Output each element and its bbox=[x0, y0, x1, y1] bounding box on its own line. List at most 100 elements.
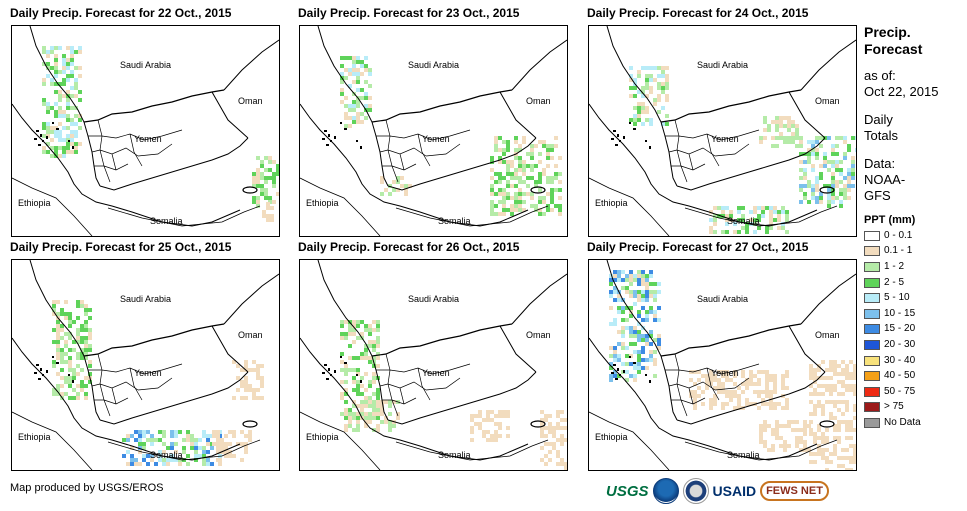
precip-cell bbox=[54, 130, 58, 134]
precip-cell bbox=[821, 452, 825, 456]
label-yemen: Yemen bbox=[422, 368, 450, 378]
precip-cell bbox=[645, 342, 649, 346]
precip-cell bbox=[356, 68, 360, 72]
precip-cell bbox=[645, 86, 649, 90]
precip-cell bbox=[775, 144, 779, 148]
precip-cell bbox=[821, 404, 825, 408]
precip-cell bbox=[50, 78, 54, 82]
precip-cell bbox=[64, 332, 68, 336]
legend-label: 1 - 2 bbox=[884, 260, 905, 272]
precip-cell bbox=[66, 146, 70, 150]
precip-cell bbox=[765, 370, 769, 374]
precip-cell bbox=[645, 118, 649, 122]
precip-cell bbox=[404, 184, 408, 188]
precip-cell bbox=[552, 430, 556, 434]
precip-cell bbox=[757, 214, 761, 218]
precip-cell bbox=[645, 366, 649, 370]
precip-cell bbox=[653, 78, 657, 82]
precip-cell bbox=[629, 294, 633, 298]
precip-cell bbox=[781, 206, 785, 210]
precip-cell bbox=[803, 428, 807, 432]
precip-cell bbox=[266, 202, 270, 206]
precip-cell bbox=[244, 446, 248, 450]
precip-cell bbox=[641, 102, 645, 106]
precip-cell bbox=[769, 214, 773, 218]
precip-cell bbox=[649, 358, 653, 362]
precip-cell bbox=[50, 66, 54, 70]
precip-cell bbox=[150, 454, 154, 458]
precip-cell bbox=[498, 188, 502, 192]
precip-cell bbox=[170, 446, 174, 450]
precip-cell bbox=[641, 334, 645, 338]
precip-cell bbox=[534, 144, 538, 148]
precip-cell bbox=[783, 444, 787, 448]
precip-cell bbox=[84, 384, 88, 388]
precip-cell bbox=[771, 136, 775, 140]
precip-cell bbox=[544, 426, 548, 430]
precip-cell bbox=[821, 412, 825, 416]
precip-cell bbox=[791, 428, 795, 432]
precip-cell bbox=[202, 458, 206, 462]
yemen-map: Saudi Arabia Oman Yemen Ethiopia Somalia bbox=[589, 26, 856, 236]
precip-cell bbox=[839, 180, 843, 184]
governorate-lines bbox=[665, 353, 760, 417]
precip-cell bbox=[530, 148, 534, 152]
precip-cell bbox=[725, 402, 729, 406]
precip-cell bbox=[244, 360, 248, 364]
precip-cell bbox=[60, 376, 64, 380]
precip-cell bbox=[70, 130, 74, 134]
precip-cell bbox=[70, 62, 74, 66]
precip-cell bbox=[352, 64, 356, 68]
precip-cell bbox=[809, 392, 813, 396]
precip-cell bbox=[759, 436, 763, 440]
precip-cell bbox=[853, 408, 856, 412]
precip-cell bbox=[78, 74, 82, 78]
label-yemen: Yemen bbox=[711, 368, 739, 378]
precip-cell bbox=[150, 458, 154, 462]
precip-cell bbox=[348, 408, 352, 412]
precip-cell bbox=[849, 372, 853, 376]
precip-cell bbox=[613, 358, 617, 362]
precip-cell bbox=[534, 208, 538, 212]
precip-cell bbox=[470, 414, 474, 418]
precip-cell bbox=[558, 212, 562, 216]
precip-cell bbox=[753, 218, 757, 222]
precip-cell bbox=[633, 78, 637, 82]
precip-cell bbox=[813, 392, 817, 396]
label-oman: Oman bbox=[815, 96, 840, 106]
precip-cell bbox=[637, 70, 641, 74]
precip-cell bbox=[76, 340, 80, 344]
precip-cell bbox=[42, 50, 46, 54]
precip-cell bbox=[777, 402, 781, 406]
precip-cell bbox=[725, 230, 729, 234]
precip-cell bbox=[84, 308, 88, 312]
islands bbox=[322, 356, 362, 383]
precip-cell bbox=[256, 368, 260, 372]
precip-cell bbox=[779, 116, 783, 120]
precip-cell bbox=[494, 434, 498, 438]
precip-cell bbox=[649, 310, 653, 314]
daily-line-1: Daily bbox=[864, 112, 893, 127]
precip-cell bbox=[827, 188, 831, 192]
precip-cell bbox=[174, 450, 178, 454]
precip-cell bbox=[649, 294, 653, 298]
precip-cell bbox=[356, 388, 360, 392]
precip-cell bbox=[645, 298, 649, 302]
governorate-lines bbox=[665, 119, 760, 183]
precip-cell bbox=[831, 160, 835, 164]
precip-cell bbox=[633, 114, 637, 118]
precip-cell bbox=[649, 334, 653, 338]
precip-cell bbox=[641, 350, 645, 354]
islands bbox=[611, 356, 651, 383]
precip-cell bbox=[384, 400, 388, 404]
precip-cell bbox=[729, 390, 733, 394]
precip-cell bbox=[272, 184, 276, 188]
precip-cell bbox=[494, 192, 498, 196]
precip-cell bbox=[813, 440, 817, 444]
precip-cell bbox=[641, 366, 645, 370]
precip-cell bbox=[72, 340, 76, 344]
precip-cell bbox=[80, 328, 84, 332]
precip-cell bbox=[266, 206, 270, 210]
precip-cell bbox=[352, 68, 356, 72]
precip-cell bbox=[749, 218, 753, 222]
